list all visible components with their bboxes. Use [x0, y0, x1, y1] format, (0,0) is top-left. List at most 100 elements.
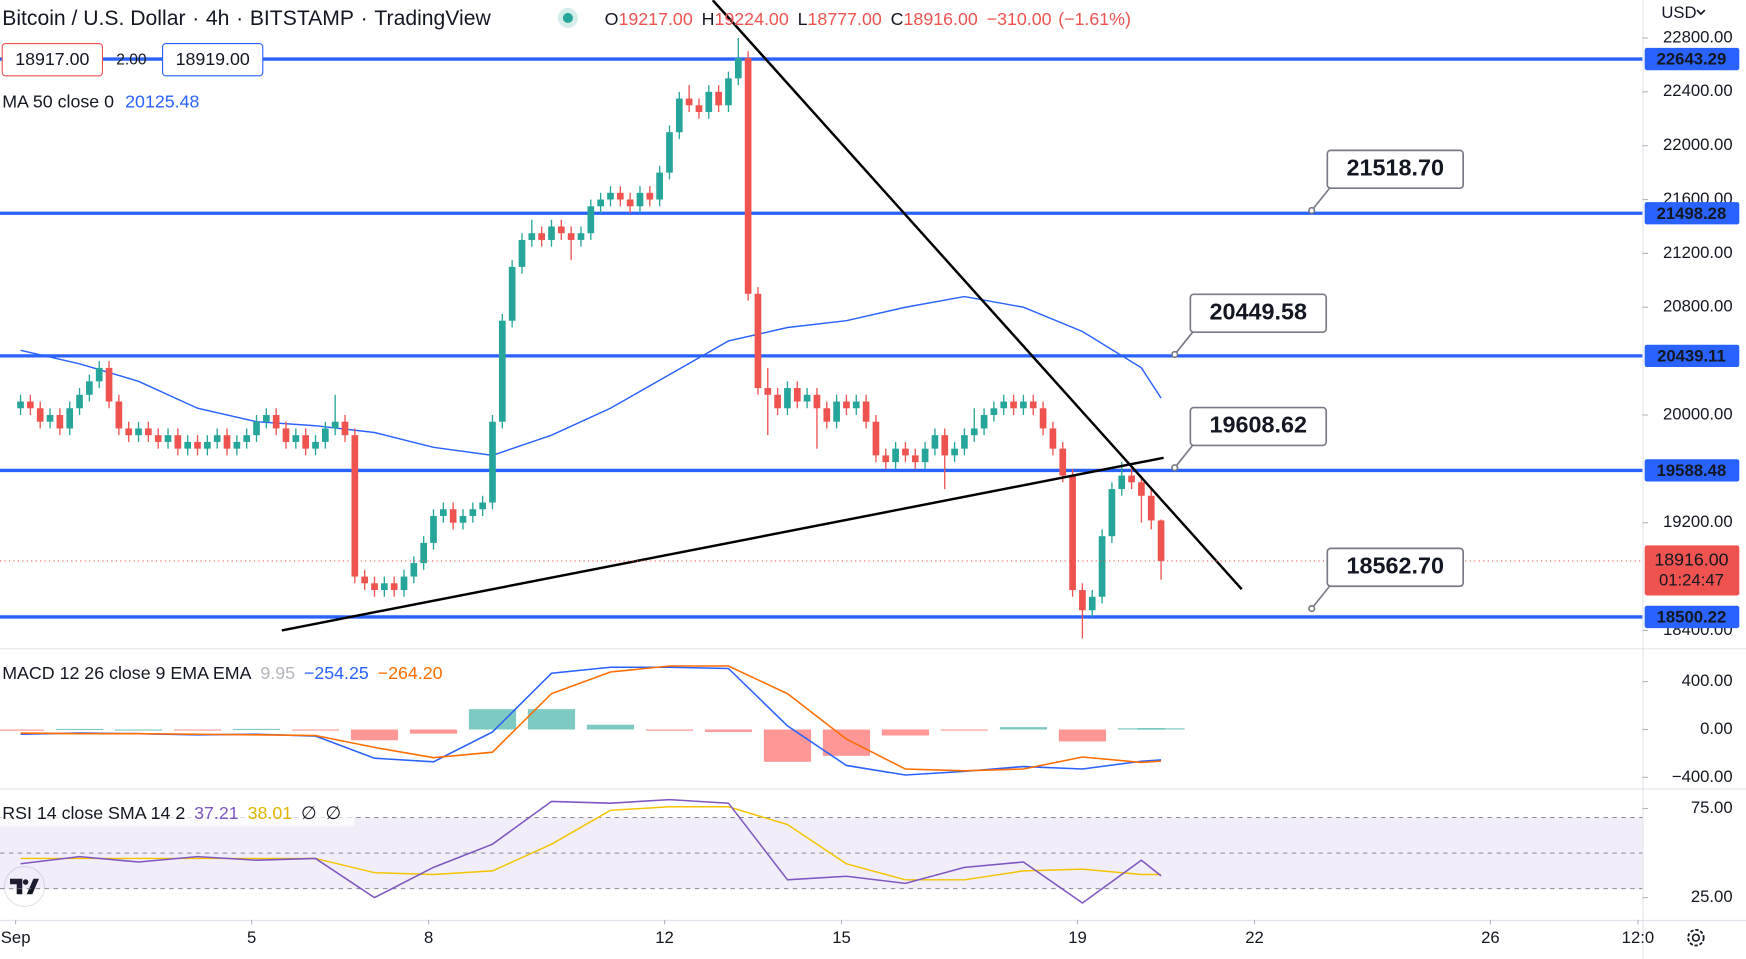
candle-body: [17, 401, 24, 409]
macd-histogram-bar: [586, 724, 635, 730]
level-axis-label: 19588.48: [1657, 461, 1727, 480]
candle-body: [479, 502, 486, 510]
candle-body: [390, 583, 398, 591]
candle-body: [459, 515, 467, 523]
candle-body: [548, 226, 555, 240]
candle-body: [715, 91, 722, 106]
callout-pointer: [1311, 585, 1331, 610]
candle-body: [351, 435, 359, 577]
candle-body: [852, 401, 860, 409]
y-tick-label: 400.00: [1682, 671, 1733, 690]
candle-body: [616, 192, 624, 200]
candle-body: [538, 233, 545, 240]
candle-body: [1020, 401, 1027, 409]
callout-anchor: [1308, 206, 1316, 215]
candle-body: [1157, 520, 1165, 561]
candle-body: [725, 78, 732, 106]
change: −310.00: [987, 9, 1052, 29]
candle-body: [115, 401, 123, 429]
x-tick-label: 26: [1481, 928, 1500, 947]
candle-body: [754, 293, 762, 389]
candle-body: [833, 401, 840, 422]
candle-body: [302, 435, 310, 449]
spread: 2.00: [116, 51, 147, 68]
candle-body: [76, 394, 83, 409]
rsi-readout: ∅: [325, 803, 341, 823]
candle-body: [233, 441, 241, 449]
candle-body: [577, 233, 585, 240]
candle-body: [902, 448, 909, 456]
candle-body: [322, 428, 329, 442]
macd-pane: [0, 665, 1185, 776]
candle-body: [1098, 536, 1106, 597]
candle-body: [420, 542, 428, 564]
macd-histogram-bar: [881, 729, 930, 736]
candle-body: [666, 132, 673, 173]
candle-body: [675, 98, 683, 133]
candle-body: [990, 408, 998, 415]
candle-body: [204, 441, 211, 449]
candle-body: [489, 421, 496, 503]
market-status: [562, 12, 573, 23]
candle-body: [1138, 482, 1145, 496]
candle-body: [194, 441, 201, 449]
currency: USD: [1661, 3, 1696, 22]
signal-line: [20, 665, 1162, 772]
candle-body: [46, 414, 54, 422]
rsi-readout: 37.21: [194, 803, 239, 823]
y-tick-label: 22400.00: [1663, 81, 1733, 100]
candle-body: [823, 408, 831, 422]
x-tick-label: 22: [1245, 928, 1264, 947]
trendline: [281, 456, 1164, 632]
candle-body: [125, 428, 133, 436]
candle-body: [734, 58, 742, 79]
macd-histogram-bar: [232, 728, 281, 731]
y-tick-label: 19200.00: [1663, 512, 1733, 531]
callout-pointer: [1174, 444, 1194, 469]
rsi-legend-bg: [0, 801, 355, 827]
candle-body: [174, 435, 182, 449]
x-tick-label: 5: [247, 928, 256, 947]
candle-body: [154, 435, 162, 442]
y-tick-label: 75.00: [1691, 798, 1733, 817]
candle-body: [449, 509, 457, 523]
rsi-pane: [0, 798, 1643, 904]
candle-body: [567, 233, 575, 240]
symbol-header: Bitcoin / U.S. Dollar · 4h · BITSTAMP · Tradin…: [2, 7, 491, 30]
level-axis-box: [1644, 344, 1740, 367]
candle-body: [557, 226, 565, 234]
candle-body: [784, 388, 791, 409]
macd-histogram-bar: [468, 709, 517, 730]
candle-body: [1059, 448, 1067, 476]
level-axis-box: [1644, 459, 1740, 482]
x-tick-label: 19: [1068, 928, 1087, 947]
y-tick-label: 22000.00: [1663, 135, 1733, 154]
level-axis-box: [1644, 605, 1740, 629]
level-axis-label: 20439.11: [1657, 346, 1726, 365]
macd-histogram-bar: [409, 729, 458, 734]
candle-body: [744, 58, 752, 294]
candle-body: [253, 421, 260, 436]
candle-body: [1010, 401, 1017, 409]
callout-label: 21518.70: [1346, 154, 1444, 180]
separator: ·: [192, 7, 199, 30]
callout-pointer: [1311, 187, 1331, 212]
settings-icon[interactable]: [1687, 929, 1705, 947]
candle-body: [872, 421, 880, 456]
y-tick-label: 22800.00: [1663, 27, 1733, 46]
candle-body: [184, 441, 192, 449]
candle-body: [36, 408, 44, 422]
macd-histogram-bar: [999, 727, 1048, 730]
callout-box: [1189, 293, 1328, 334]
y-tick-label: 21200.00: [1663, 243, 1733, 262]
tradingview-logo[interactable]: [3, 865, 46, 908]
x-tick-label: Sep: [1, 928, 31, 947]
callout-anchor: [1171, 350, 1179, 359]
candle-body: [469, 509, 477, 516]
candle-body: [66, 408, 74, 429]
candle-body: [813, 394, 821, 409]
candle-body: [774, 394, 781, 409]
candle-body: [56, 414, 64, 429]
ohlc-key: O: [605, 9, 619, 29]
candle-body: [223, 435, 231, 449]
